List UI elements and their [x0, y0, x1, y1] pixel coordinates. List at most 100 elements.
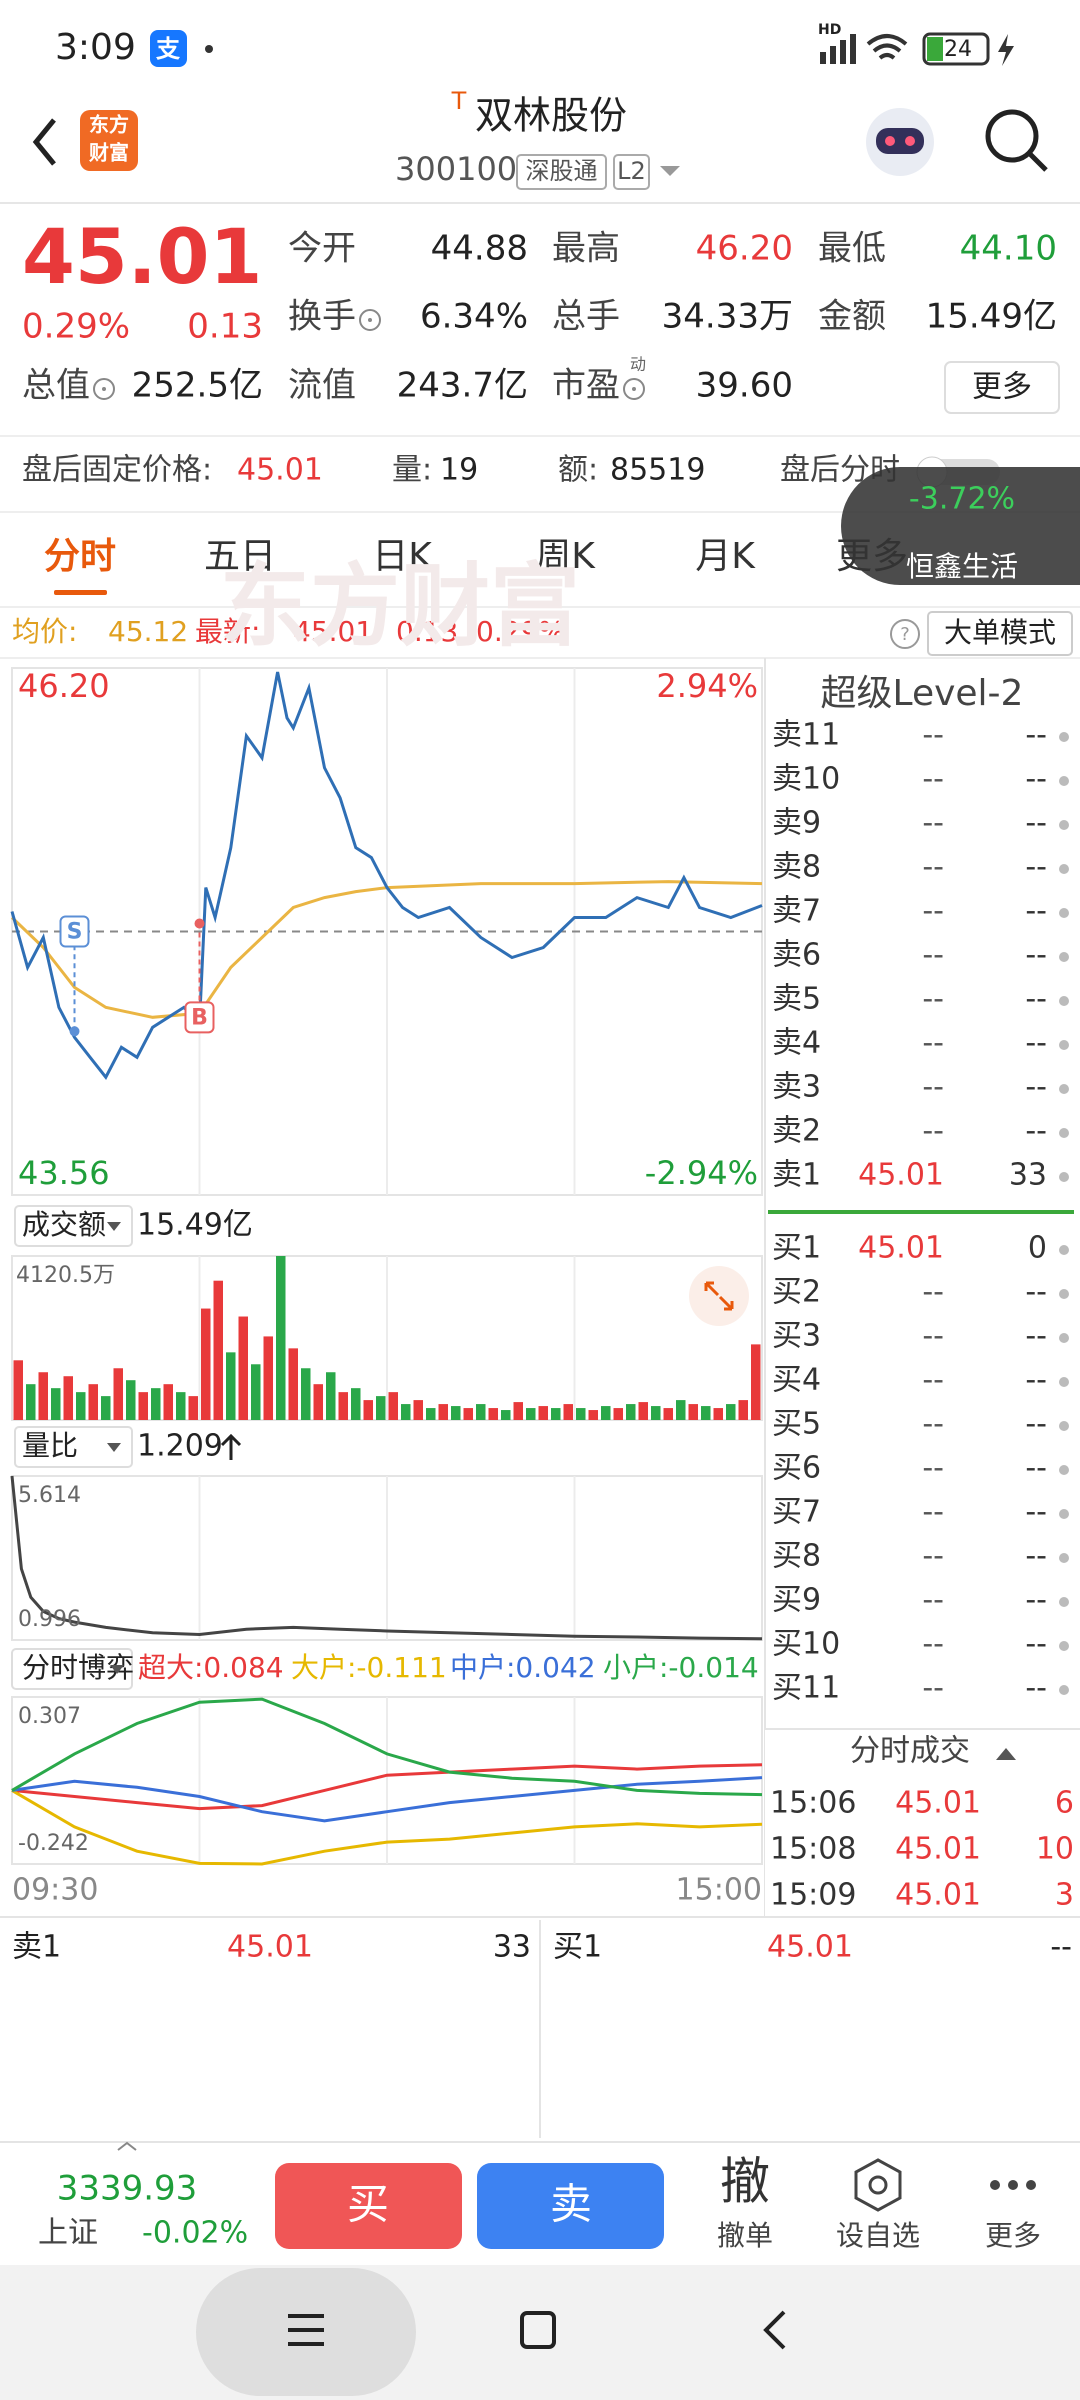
volume-bar — [388, 1392, 398, 1420]
volume-bar — [463, 1408, 473, 1420]
flow-selector[interactable] — [11, 1648, 133, 1690]
volume-bar — [651, 1406, 661, 1420]
buy-button[interactable] — [275, 2163, 462, 2249]
series-line — [10, 880, 763, 1019]
trades-title: 分时成交 — [850, 1734, 970, 1769]
ratio-selector[interactable] — [14, 1426, 133, 1468]
trade-marker — [184, 1001, 215, 1034]
more-button[interactable] — [944, 361, 1060, 414]
alipay-label: 支 — [156, 35, 181, 63]
volume-bar — [438, 1404, 448, 1420]
selector-arrow — [110, 1665, 124, 1674]
back-nav-button[interactable] — [763, 2310, 786, 2350]
tab-underline — [54, 590, 107, 595]
tick-label: 5.614 — [18, 1483, 81, 1508]
expand-button[interactable] — [689, 1266, 749, 1326]
bottom-volume: -- — [1050, 1930, 1072, 1965]
info-icon-dot — [632, 387, 636, 391]
robot-eye — [885, 136, 895, 146]
buy-label[interactable]: 买 — [347, 2180, 389, 2229]
level2-title: 超级Level-2 — [821, 673, 1024, 714]
volume-bar — [601, 1406, 611, 1420]
tick-label: -0.242 — [18, 1831, 89, 1856]
trade-volume: 3 — [1055, 1878, 1074, 1913]
tab[interactable]: 月K — [695, 536, 756, 577]
book-label: 卖3 — [772, 1070, 821, 1105]
tab[interactable]: 分时 — [44, 536, 116, 577]
latest-value: 45.01 — [293, 615, 373, 648]
info-icon — [623, 378, 645, 400]
volume-bar — [88, 1384, 98, 1420]
home-button[interactable] — [520, 2311, 556, 2349]
volume-selector[interactable] — [14, 1205, 133, 1247]
tag-box — [516, 154, 607, 190]
volume-bar — [751, 1344, 761, 1420]
big-order-button[interactable] — [927, 611, 1073, 656]
floating-name: 恒鑫生活 — [906, 550, 1018, 583]
expand-arrow[interactable] — [117, 2141, 137, 2151]
volume-bar — [626, 1404, 636, 1420]
footer-action[interactable]: 设自选 — [836, 2219, 920, 2252]
tab[interactable]: 日K — [372, 536, 433, 577]
bottom-volume: 33 — [493, 1930, 531, 1965]
back-button[interactable] — [32, 118, 56, 166]
help-icon[interactable] — [890, 619, 920, 649]
book-dot — [1059, 952, 1069, 962]
tab[interactable]: 五日 — [204, 536, 276, 577]
trade-time: 15:08 — [770, 1832, 856, 1867]
search-button[interactable] — [985, 109, 1039, 163]
stat-value: 243.7亿 — [397, 366, 528, 406]
book-volume: 33 — [1009, 1158, 1047, 1193]
volume-bar — [488, 1408, 498, 1420]
tick-label: 2.94% — [656, 667, 758, 705]
footer-action[interactable]: 撤单 — [717, 2219, 773, 2252]
battery-icon — [922, 32, 990, 66]
book-dot — [1059, 1509, 1069, 1519]
book-price: -- — [922, 1451, 944, 1486]
sell-label[interactable]: 卖 — [550, 2180, 592, 2229]
charging-icon — [998, 34, 1014, 66]
volume-bar — [501, 1410, 511, 1420]
info-icon-dot — [368, 318, 372, 322]
ratio-current: 1.209 — [137, 1429, 223, 1464]
legend-entry: 超大:0.084 — [138, 1651, 284, 1684]
dropdown-arrow[interactable] — [660, 166, 680, 176]
footer-action[interactable]: 更多 — [985, 2219, 1041, 2252]
series-line — [11, 1789, 763, 1866]
bottom-label: 买1 — [553, 1930, 602, 1965]
chart-selector-label[interactable]: 成交额 — [22, 1208, 106, 1241]
big-order-label[interactable]: 大单模式 — [944, 616, 1056, 649]
volume-bar — [451, 1406, 461, 1420]
watchlist-icon[interactable] — [854, 2158, 902, 2212]
series-line — [11, 1763, 763, 1811]
book-volume: -- — [1025, 1026, 1047, 1061]
book-dot — [1059, 864, 1069, 874]
battery-label: 24 — [944, 37, 972, 62]
book-price: -- — [922, 1363, 944, 1398]
latest-change: 0.13 — [396, 615, 458, 648]
menu-button[interactable] — [288, 2314, 324, 2346]
bottom-label: 卖1 — [12, 1930, 61, 1965]
search-handle — [1028, 152, 1048, 172]
volume-bar — [151, 1388, 161, 1420]
floating-widget[interactable] — [841, 467, 1080, 585]
chart-selector-label[interactable]: 量比 — [22, 1429, 78, 1462]
volume-bar — [563, 1404, 573, 1420]
volume-bar — [376, 1396, 386, 1420]
trade-volume: 10 — [1036, 1832, 1074, 1867]
signal-label: HD — [818, 22, 841, 38]
book-price: -- — [922, 1671, 944, 1706]
sell-button[interactable] — [477, 2163, 664, 2249]
stock-title: 双林股份 — [475, 94, 627, 138]
book-volume: -- — [1025, 1275, 1047, 1310]
tab[interactable]: 更多 — [836, 536, 908, 577]
book-dot — [1059, 820, 1069, 830]
book-label: 卖2 — [772, 1114, 821, 1149]
volume-bar — [588, 1410, 598, 1420]
trade-point — [69, 1026, 80, 1037]
tab[interactable]: 周K — [535, 536, 596, 577]
book-volume: -- — [1025, 1319, 1047, 1354]
stat-label: 流值 — [288, 366, 356, 406]
book-label: 买7 — [772, 1495, 821, 1530]
cancel-icon[interactable]: 撤 — [720, 2153, 770, 2211]
